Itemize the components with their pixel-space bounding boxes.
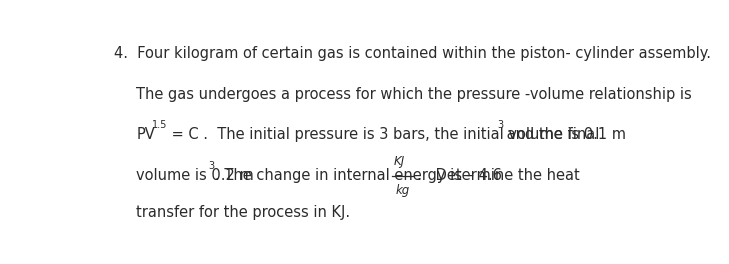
Text: KJ: KJ (394, 155, 405, 168)
Text: PV: PV (136, 128, 155, 142)
Text: The gas undergoes a process for which the pressure -volume relationship is: The gas undergoes a process for which th… (136, 87, 692, 102)
Text: .   Determine the heat: . Determine the heat (417, 168, 580, 183)
Text: and the final: and the final (502, 128, 600, 142)
Text: 3: 3 (208, 161, 215, 171)
Text: = C .  The initial pressure is 3 bars, the initial volume is 0.1 m: = C . The initial pressure is 3 bars, th… (167, 128, 625, 142)
Text: transfer for the process in KJ.: transfer for the process in KJ. (136, 205, 351, 220)
Text: . The change in internal energy is – 4.6: . The change in internal energy is – 4.6 (215, 168, 507, 183)
Text: volume is 0.2 m: volume is 0.2 m (136, 168, 254, 183)
Text: 3: 3 (497, 120, 504, 130)
Text: 4.  Four kilogram of certain gas is contained within the piston- cylinder assemb: 4. Four kilogram of certain gas is conta… (114, 46, 711, 61)
Text: 1.5: 1.5 (152, 120, 168, 130)
Text: kg: kg (395, 184, 409, 197)
